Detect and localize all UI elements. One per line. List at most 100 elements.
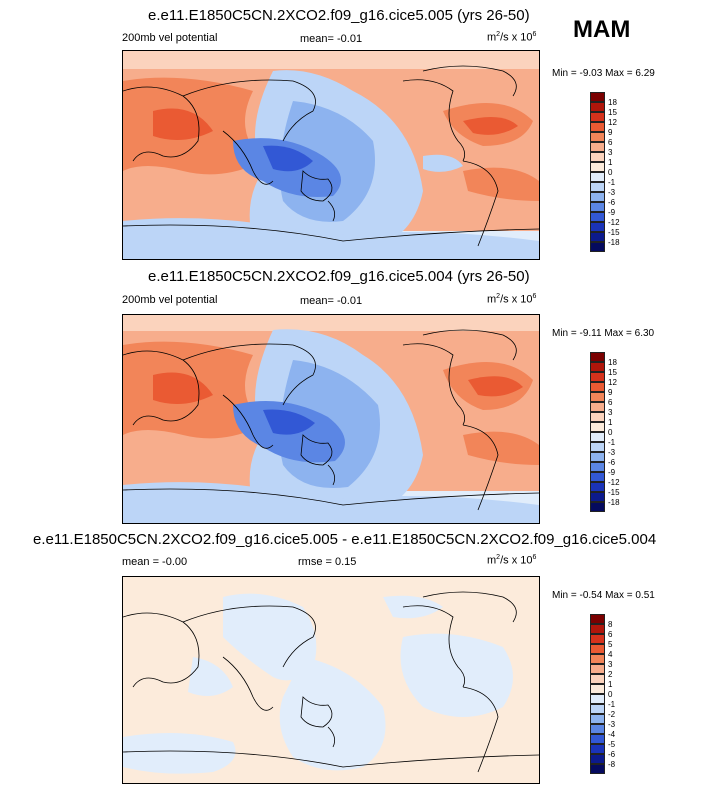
colorbar-swatch <box>590 112 605 122</box>
colorbar-label: 6 <box>608 398 613 407</box>
panel3-colorbar: 8 6 5 4 3 2 1 0 -1 -2 -3 -4 -5 -6 -8 <box>590 614 615 774</box>
colorbar-label: 5 <box>608 640 613 649</box>
colorbar-swatch <box>590 664 605 674</box>
colorbar-swatch <box>590 202 605 212</box>
colorbar-swatch <box>590 432 605 442</box>
panel2-map-svg <box>123 315 539 523</box>
colorbar-swatch <box>590 362 605 372</box>
colorbar-swatch <box>590 734 605 744</box>
colorbar-swatch <box>590 442 605 452</box>
panel1-title: e.e11.E1850C5CN.2XCO2.f09_g16.cice5.005 … <box>148 7 530 24</box>
colorbar-swatch <box>590 232 605 242</box>
colorbar-label: -2 <box>608 710 616 719</box>
colorbar-label: 3 <box>608 408 613 417</box>
panel1-field-label: 200mb vel potential <box>122 32 218 44</box>
panel2-title: e.e11.E1850C5CN.2XCO2.f09_g16.cice5.004 … <box>148 268 530 285</box>
colorbar-label: -15 <box>608 488 620 497</box>
colorbar-label: -18 <box>608 498 620 507</box>
colorbar-label: -6 <box>608 750 616 759</box>
colorbar-label: 0 <box>608 428 613 437</box>
colorbar-label: 1 <box>608 680 613 689</box>
colorbar-label: 8 <box>608 620 613 629</box>
colorbar-label: -3 <box>608 448 616 457</box>
colorbar-label: -3 <box>608 720 616 729</box>
panel3-title: e.e11.E1850C5CN.2XCO2.f09_g16.cice5.005 … <box>33 531 657 548</box>
colorbar-label: -9 <box>608 208 616 217</box>
colorbar-swatch <box>590 392 605 402</box>
colorbar-swatch <box>590 694 605 704</box>
colorbar-label: 4 <box>608 650 613 659</box>
colorbar-swatch <box>590 674 605 684</box>
colorbar-swatch <box>590 192 605 202</box>
panel3-units: m2/s x 106 <box>487 554 537 567</box>
colorbar-label: -18 <box>608 238 620 247</box>
panel2-map <box>122 314 540 524</box>
colorbar-swatch <box>590 462 605 472</box>
colorbar-swatch <box>590 242 605 252</box>
colorbar-swatch <box>590 634 605 644</box>
colorbar-label: -1 <box>608 438 616 447</box>
colorbar-label: -9 <box>608 468 616 477</box>
colorbar-swatch <box>590 222 605 232</box>
colorbar-swatch <box>590 382 605 392</box>
colorbar-swatch <box>590 492 605 502</box>
colorbar-label: -15 <box>608 228 620 237</box>
season-label: MAM <box>573 16 631 43</box>
colorbar-swatch <box>590 684 605 694</box>
panel3-map <box>122 576 540 784</box>
panel2-mean: mean= -0.01 <box>300 295 363 307</box>
colorbar-swatch <box>590 152 605 162</box>
colorbar-swatch <box>590 654 605 664</box>
colorbar-swatch <box>590 724 605 734</box>
colorbar-swatch <box>590 744 605 754</box>
colorbar-label: 18 <box>608 358 617 367</box>
colorbar-label: -5 <box>608 740 616 749</box>
colorbar-label: -1 <box>608 178 616 187</box>
panel1-map-svg <box>123 51 539 259</box>
colorbar-label: 15 <box>608 108 617 117</box>
panel1-colorbar: 18 15 12 9 6 3 1 0 -1 -3 -6 -9 -12 -15 -… <box>590 92 620 252</box>
colorbar-label: -4 <box>608 730 616 739</box>
colorbar-swatch <box>590 472 605 482</box>
panel1-mean: mean= -0.01 <box>300 33 363 45</box>
colorbar-label: -3 <box>608 188 616 197</box>
colorbar-swatch <box>590 162 605 172</box>
colorbar-swatch <box>590 764 605 774</box>
panel1-units: m2/s x 106 <box>487 31 537 44</box>
colorbar-label: -6 <box>608 198 616 207</box>
colorbar-swatch <box>590 122 605 132</box>
colorbar-swatch <box>590 412 605 422</box>
panel2-units: m2/s x 106 <box>487 293 537 306</box>
colorbar-label: 6 <box>608 138 613 147</box>
panel3-mean: mean = -0.00 <box>122 556 188 568</box>
colorbar-label: 9 <box>608 128 613 137</box>
colorbar-swatch <box>590 614 605 624</box>
colorbar-label: 2 <box>608 670 613 679</box>
panel2-minmax: Min = -9.11 Max = 6.30 <box>552 328 655 339</box>
colorbar-label: 15 <box>608 368 617 377</box>
colorbar-swatch <box>590 704 605 714</box>
colorbar-swatch <box>590 402 605 412</box>
colorbar-swatch <box>590 92 605 102</box>
panel3-minmax: Min = -0.54 Max = 0.51 <box>552 590 655 601</box>
colorbar-swatch <box>590 372 605 382</box>
colorbar-swatch <box>590 482 605 492</box>
colorbar-swatch <box>590 452 605 462</box>
colorbar-label: 6 <box>608 630 613 639</box>
panel2-field-label: 200mb vel potential <box>122 294 218 306</box>
colorbar-swatch <box>590 102 605 112</box>
panel2-colorbar: 18 15 12 9 6 3 1 0 -1 -3 -6 -9 -12 -15 -… <box>590 352 620 512</box>
colorbar-label: 12 <box>608 118 617 127</box>
colorbar-swatch <box>590 172 605 182</box>
colorbar-swatch <box>590 624 605 634</box>
colorbar-label: 3 <box>608 148 613 157</box>
colorbar-label: -12 <box>608 478 620 487</box>
colorbar-label: 1 <box>608 418 613 427</box>
colorbar-label: 18 <box>608 98 617 107</box>
colorbar-swatch <box>590 182 605 192</box>
colorbar-swatch <box>590 422 605 432</box>
colorbar-label: 9 <box>608 388 613 397</box>
panel3-map-svg <box>123 577 539 783</box>
colorbar-swatch <box>590 502 605 512</box>
colorbar-label: 0 <box>608 168 613 177</box>
